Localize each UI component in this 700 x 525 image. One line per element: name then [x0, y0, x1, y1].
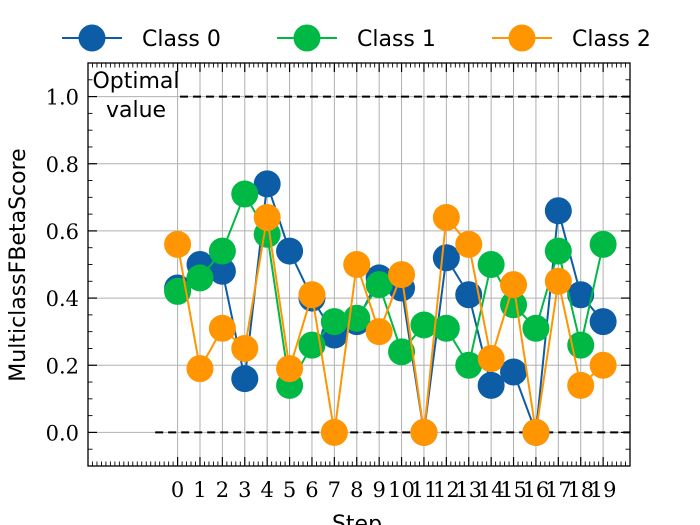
data-point — [544, 237, 572, 265]
series-line — [176, 215, 604, 433]
data-point — [298, 281, 326, 309]
x-tick-label: 17 — [545, 478, 572, 502]
data-point — [208, 314, 236, 342]
series-layer — [164, 170, 617, 446]
data-point — [343, 251, 371, 278]
legend-item-2: Class 2 — [492, 24, 651, 52]
data-point — [477, 251, 505, 278]
series-line — [176, 183, 604, 433]
x-tick-label: 7 — [328, 478, 341, 502]
data-point — [365, 271, 393, 299]
x-axis-label: Step — [332, 512, 382, 525]
data-point — [276, 237, 304, 265]
data-point — [500, 291, 528, 319]
legend-item-1: Class 1 — [277, 24, 436, 52]
legend-item-0: Class 0 — [62, 24, 221, 52]
y-tick-label: 0.8 — [46, 153, 79, 177]
series-0 — [164, 170, 617, 446]
reference-lines — [155, 95, 630, 434]
data-point — [432, 244, 460, 272]
x-tick-label: 11 — [411, 478, 438, 502]
x-tick-label: 18 — [567, 478, 594, 502]
x-tick-label: 15 — [500, 478, 527, 502]
x-tick-label: 16 — [523, 478, 550, 502]
data-point — [164, 230, 192, 258]
data-point — [231, 365, 259, 393]
data-point — [500, 271, 528, 299]
x-tick-label: 5 — [283, 478, 296, 502]
data-point — [410, 418, 438, 446]
data-point — [477, 345, 505, 373]
legend-label: Class 2 — [572, 27, 651, 52]
data-point — [388, 261, 416, 289]
data-point — [388, 338, 416, 366]
data-point — [253, 203, 281, 231]
x-tick-label: 9 — [372, 478, 385, 502]
x-tick-label: 13 — [455, 478, 482, 502]
data-point — [522, 314, 550, 342]
data-point — [544, 197, 572, 225]
x-tick-label: 8 — [350, 478, 363, 502]
series-2 — [164, 203, 617, 446]
legend-label: Class 1 — [357, 27, 436, 52]
legend-marker — [293, 24, 321, 52]
series-1 — [164, 180, 617, 399]
data-point — [455, 230, 483, 258]
data-point — [231, 334, 259, 362]
data-point — [589, 230, 617, 258]
data-point — [455, 281, 483, 309]
x-tick-label: 12 — [433, 478, 460, 502]
legend-marker — [508, 24, 536, 52]
x-tick-label: 3 — [238, 478, 251, 502]
data-point — [343, 304, 371, 332]
x-tick-label: 2 — [216, 478, 229, 502]
annotation-line1: Optimal — [92, 69, 179, 94]
y-tick-label: 0.4 — [46, 287, 79, 311]
annotation-line2: value — [106, 98, 166, 123]
data-point — [522, 418, 550, 446]
x-tick-label: 6 — [305, 478, 318, 502]
data-point — [477, 371, 505, 399]
data-point — [500, 358, 528, 386]
data-point — [432, 314, 460, 342]
data-point — [589, 308, 617, 336]
data-point — [208, 237, 236, 265]
axis-ticks: 0 1 2 3 4 5 6 7 8 9 101112131415161718190.00.20.40… — [46, 62, 631, 502]
data-point — [455, 351, 483, 379]
data-point — [544, 267, 572, 295]
data-point — [276, 355, 304, 383]
legend-label: Class 0 — [142, 27, 221, 52]
y-tick-label: 0.6 — [46, 220, 79, 244]
data-point — [208, 257, 236, 285]
x-tick-label: 14 — [478, 478, 505, 502]
legend-marker — [78, 24, 106, 52]
data-point — [253, 170, 281, 198]
data-point — [186, 355, 214, 383]
x-tick-label: 10 — [388, 478, 415, 502]
x-tick-label: 4 — [260, 478, 273, 502]
data-point — [186, 264, 214, 292]
data-point — [231, 180, 259, 208]
x-tick-label: 0 — [171, 478, 184, 502]
legend: Class 0 Class 1 Class 2 — [62, 24, 651, 52]
data-point — [320, 308, 348, 336]
data-point — [365, 318, 393, 346]
y-axis-label: MulticlassFBetaScore — [6, 148, 31, 381]
data-point — [320, 418, 348, 446]
data-point — [432, 203, 460, 231]
y-tick-label: 1.0 — [46, 86, 79, 110]
x-tick-label: 19 — [590, 478, 617, 502]
data-point — [567, 371, 595, 399]
data-point — [410, 311, 438, 339]
data-point — [567, 281, 595, 309]
y-tick-label: 0.2 — [46, 354, 79, 378]
data-point — [589, 351, 617, 379]
y-tick-label: 0.0 — [46, 421, 79, 445]
x-tick-label: 1 — [193, 478, 206, 502]
